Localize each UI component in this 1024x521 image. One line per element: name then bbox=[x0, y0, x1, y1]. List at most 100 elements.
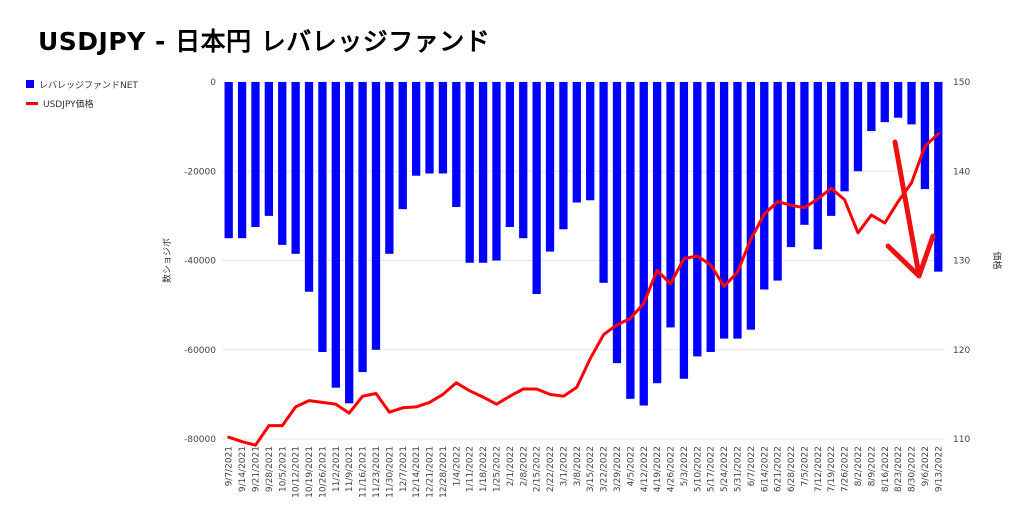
x-tick-label: 2/22/2022 bbox=[546, 446, 556, 492]
bar bbox=[345, 82, 354, 404]
x-tick-label: 9/28/2021 bbox=[265, 446, 275, 492]
bar bbox=[800, 82, 809, 225]
x-tick-label: 7/26/2022 bbox=[841, 446, 851, 492]
bar bbox=[693, 82, 702, 357]
x-tick-label: 6/28/2022 bbox=[787, 446, 797, 492]
bar bbox=[586, 82, 595, 201]
y-right-tick-label: 120 bbox=[953, 346, 970, 356]
bar bbox=[599, 82, 608, 283]
x-tick-label: 5/17/2022 bbox=[707, 446, 717, 492]
x-tick-label: 5/3/2022 bbox=[680, 446, 690, 486]
x-tick-label: 8/9/2022 bbox=[867, 446, 877, 486]
x-tick-label: 6/21/2022 bbox=[774, 446, 784, 492]
x-tick-label: 2/8/2022 bbox=[519, 446, 529, 486]
bar bbox=[452, 82, 461, 207]
bar bbox=[411, 82, 421, 176]
x-tick-label: 6/14/2022 bbox=[760, 446, 770, 492]
y-right-axis-title: 価格 bbox=[991, 251, 1003, 269]
bar bbox=[853, 82, 863, 172]
legend-item-price: USDJPY価格 bbox=[26, 96, 138, 110]
x-tick-label: 12/28/2021 bbox=[439, 446, 449, 498]
x-tick-label: 9/21/2021 bbox=[251, 446, 261, 492]
legend-label-net: レバレッジファンドNET bbox=[39, 80, 138, 91]
bar bbox=[371, 82, 381, 350]
bar bbox=[746, 82, 756, 330]
x-tick-label: 2/1/2022 bbox=[506, 446, 516, 486]
x-tick-label: 3/1/2022 bbox=[559, 446, 569, 486]
bar bbox=[331, 82, 340, 388]
bar bbox=[612, 82, 622, 364]
x-tick-label: 4/5/2022 bbox=[626, 446, 636, 486]
bar bbox=[425, 82, 434, 174]
x-tick-label: 11/2/2021 bbox=[332, 446, 342, 492]
x-tick-label: 10/5/2021 bbox=[278, 446, 288, 492]
bar bbox=[840, 82, 849, 192]
x-tick-label: 12/14/2021 bbox=[412, 446, 422, 498]
bar bbox=[733, 82, 742, 339]
bar bbox=[478, 82, 488, 263]
bar bbox=[626, 82, 635, 399]
x-tick-label: 11/16/2021 bbox=[359, 446, 369, 498]
y-right-tick-label: 130 bbox=[953, 257, 970, 267]
bar bbox=[224, 82, 233, 239]
bar bbox=[438, 82, 448, 174]
x-tick-label: 12/21/2021 bbox=[426, 446, 436, 498]
bar bbox=[867, 82, 876, 132]
bar bbox=[492, 82, 501, 261]
bar bbox=[237, 82, 247, 239]
x-tick-label: 4/12/2022 bbox=[640, 446, 650, 492]
bar bbox=[318, 82, 327, 352]
annotation-arrow-shaft bbox=[892, 139, 922, 278]
y-right-tick-label: 140 bbox=[953, 167, 970, 177]
x-tick-label: 8/2/2022 bbox=[854, 446, 864, 486]
x-tick-label: 1/11/2022 bbox=[466, 446, 476, 492]
bar bbox=[545, 82, 555, 252]
bar bbox=[760, 82, 769, 290]
x-tick-label: 3/8/2022 bbox=[573, 446, 583, 486]
x-tick-label: 7/5/2022 bbox=[800, 446, 810, 486]
bar bbox=[880, 82, 889, 123]
bar bbox=[920, 82, 930, 190]
x-tick-label: 4/26/2022 bbox=[667, 446, 677, 492]
bar bbox=[773, 82, 782, 281]
x-tick-label: 1/18/2022 bbox=[479, 446, 489, 492]
bar bbox=[827, 82, 836, 216]
bar bbox=[786, 82, 796, 248]
x-tick-label: 5/24/2022 bbox=[720, 446, 730, 492]
x-tick-label: 12/7/2021 bbox=[399, 446, 409, 492]
x-tick-label: 9/14/2021 bbox=[238, 446, 248, 492]
y-left-tick-label: -80000 bbox=[184, 435, 216, 445]
x-tick-label: 1/4/2022 bbox=[452, 446, 462, 486]
bar bbox=[519, 82, 528, 239]
bar bbox=[398, 82, 407, 210]
bar bbox=[572, 82, 581, 203]
bar bbox=[813, 82, 822, 250]
x-tick-label: 5/10/2022 bbox=[693, 446, 703, 492]
x-tick-label: 7/12/2022 bbox=[814, 446, 824, 492]
y-left-axis-title: 数ショジボ bbox=[161, 238, 173, 283]
x-tick-label: 10/19/2021 bbox=[305, 446, 315, 498]
bar bbox=[679, 82, 689, 379]
x-tick-label: 10/12/2021 bbox=[292, 446, 302, 498]
bar bbox=[278, 82, 287, 245]
legend-label-price: USDJPY価格 bbox=[43, 99, 94, 110]
price-line bbox=[227, 132, 940, 447]
x-tick-label: 10/26/2021 bbox=[318, 446, 328, 498]
bar bbox=[666, 82, 675, 328]
bar bbox=[251, 82, 260, 228]
y-left-tick-label: -40000 bbox=[184, 257, 216, 267]
x-tick-label: 8/16/2022 bbox=[881, 446, 891, 492]
annotation-arrow-head bbox=[885, 233, 936, 279]
x-tick-label: 9/6/2022 bbox=[921, 446, 931, 486]
bar bbox=[505, 82, 515, 228]
x-tick-label: 11/9/2021 bbox=[345, 446, 355, 492]
x-tick-label: 5/31/2022 bbox=[733, 446, 743, 492]
bar bbox=[639, 82, 648, 406]
x-tick-label: 3/15/2022 bbox=[586, 446, 596, 492]
y-right-tick-label: 150 bbox=[953, 78, 970, 88]
bar bbox=[652, 82, 662, 384]
chart-title: USDJPY - 日本円 レバレッジファンド bbox=[38, 27, 491, 56]
y-left-tick-label: -60000 bbox=[184, 346, 216, 356]
bar bbox=[934, 82, 943, 272]
x-tick-label: 6/7/2022 bbox=[747, 446, 757, 486]
